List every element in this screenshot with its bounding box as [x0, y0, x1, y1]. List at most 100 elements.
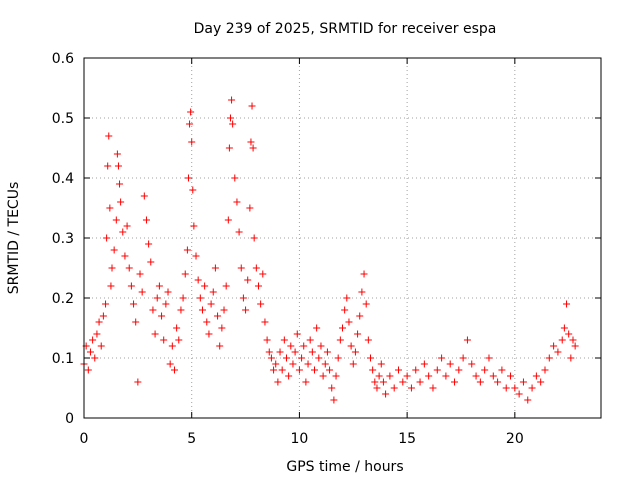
x-tick-label: 15 [398, 431, 416, 447]
data-point [106, 204, 114, 212]
data-point [114, 162, 122, 170]
data-point [319, 372, 327, 380]
data-point [246, 204, 254, 212]
data-point [358, 288, 366, 296]
data-point [177, 306, 185, 314]
data-point [459, 354, 467, 362]
data-point [160, 336, 168, 344]
data-point [315, 354, 323, 362]
data-point [481, 366, 489, 374]
data-point [463, 336, 471, 344]
data-point [181, 270, 189, 278]
data-point [119, 228, 127, 236]
data-point [149, 306, 157, 314]
data-point [354, 330, 362, 338]
data-point [201, 282, 209, 290]
data-point [121, 252, 129, 260]
data-point [287, 342, 295, 350]
data-point [134, 378, 142, 386]
data-point [567, 354, 575, 362]
y-tick-label: 0.3 [52, 231, 74, 247]
data-point [420, 360, 428, 368]
data-point [494, 378, 502, 386]
data-point [377, 360, 385, 368]
y-tick-label: 0.4 [52, 171, 74, 187]
axis-ticks: 0 0.1 0.2 0.3 0.4 0.5 0.6 0 5 10 15 20 [52, 51, 601, 447]
data-point [162, 300, 170, 308]
data-point [323, 348, 331, 356]
data-point [313, 324, 321, 332]
data-point [407, 384, 415, 392]
data-point [250, 234, 258, 242]
data-point [104, 162, 112, 170]
data-point [545, 354, 553, 362]
data-point [326, 366, 334, 374]
data-point [341, 306, 349, 314]
data-point [302, 378, 310, 386]
data-point [186, 120, 194, 128]
data-point [142, 216, 150, 224]
data-point [336, 336, 344, 344]
data-point [84, 366, 92, 374]
data-point [127, 282, 135, 290]
data-point [130, 300, 138, 308]
data-point [472, 372, 480, 380]
data-point [242, 306, 250, 314]
data-point [390, 384, 398, 392]
data-point [220, 306, 228, 314]
data-point [189, 186, 197, 194]
data-point [446, 360, 454, 368]
data-point [379, 378, 387, 386]
x-tick-label: 5 [187, 431, 196, 447]
data-point [511, 384, 519, 392]
y-tick-label: 0.2 [52, 291, 74, 307]
data-point [190, 222, 198, 230]
data-point [502, 384, 510, 392]
data-point [108, 264, 116, 272]
data-point [537, 378, 545, 386]
data-point [205, 330, 213, 338]
data-point [276, 348, 284, 356]
data-point [247, 138, 255, 146]
data-point [289, 360, 297, 368]
data-point [356, 312, 364, 320]
data-point [468, 360, 476, 368]
data-point [93, 330, 101, 338]
data-point [569, 336, 577, 344]
data-point [373, 384, 381, 392]
data-point [362, 300, 370, 308]
y-tick-label: 0.1 [52, 351, 74, 367]
data-point [265, 348, 273, 356]
data-point [334, 354, 342, 362]
x-axis-label: GPS time / hours [286, 459, 403, 475]
data-point [403, 372, 411, 380]
data-point [95, 318, 103, 326]
x-tick-label: 10 [291, 431, 309, 447]
data-point [218, 324, 226, 332]
data-point [151, 330, 159, 338]
data-point [117, 198, 125, 206]
data-point [304, 360, 312, 368]
data-point [196, 294, 204, 302]
data-point [367, 354, 375, 362]
data-point [158, 312, 166, 320]
data-point [395, 366, 403, 374]
data-point [252, 264, 260, 272]
data-point [235, 228, 243, 236]
data-point [168, 342, 176, 350]
data-point [519, 378, 527, 386]
data-point [113, 150, 121, 158]
data-point [507, 372, 515, 380]
data-point [429, 384, 437, 392]
data-point [364, 336, 372, 344]
data-point [254, 282, 262, 290]
data-point [280, 336, 288, 344]
data-points [80, 96, 579, 404]
x-tick-label: 20 [506, 431, 524, 447]
data-point [226, 114, 234, 122]
data-point [155, 282, 163, 290]
data-point [524, 396, 532, 404]
data-point [270, 366, 278, 374]
data-point [554, 348, 562, 356]
data-point [194, 276, 202, 284]
